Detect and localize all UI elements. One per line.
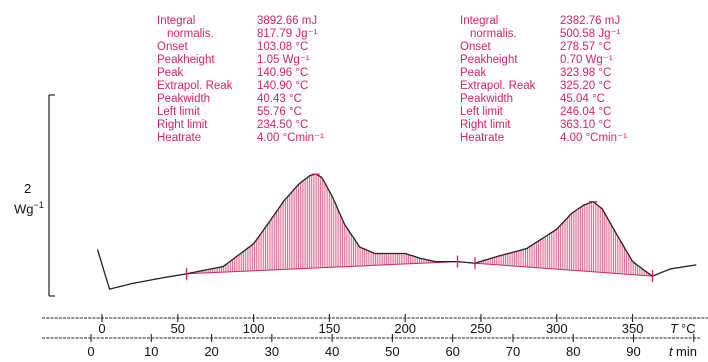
time-tick-label: 70 — [506, 344, 520, 359]
annotation-value: 45.04 °C — [560, 93, 605, 105]
annotation-value: 817.79 Jg⁻¹ — [257, 28, 318, 40]
annotation-value: 500.58 Jg⁻¹ — [560, 28, 621, 40]
annotation-row: Heatrate 4.00 °Cmin⁻¹ — [157, 132, 324, 145]
limit-markers — [185, 173, 654, 283]
annotation-row: Peak 140.96 °C — [157, 67, 324, 80]
y-scale-bar — [48, 94, 55, 297]
annotation-row: Extrapol. Reak 140.90 °C — [157, 80, 324, 93]
temperature-tick-label: 350 — [622, 321, 644, 336]
annotation-value: 2382.76 mJ — [560, 15, 621, 27]
temperature-tick-label: 300 — [546, 321, 568, 336]
annotation-label: Integral — [460, 15, 499, 27]
annotation-label: Peak — [157, 67, 184, 79]
annotation-label: Peakheight — [157, 54, 215, 66]
annotation-row: Peakheight 0.70 Wg⁻¹ — [460, 54, 627, 67]
annotation-value: 3892.66 mJ — [257, 15, 318, 27]
peak1-annotation: Integral 3892.66 mJ normalis. 817.79 Jg⁻¹ On… — [157, 15, 324, 145]
temperature-tick-label: 250 — [470, 321, 492, 336]
annotation-row: normalis. 817.79 Jg⁻¹ — [157, 28, 324, 41]
time-tick-label: 20 — [204, 344, 218, 359]
annotation-value: 103.08 °C — [257, 41, 309, 53]
y-scale-unit: Wg — [14, 201, 34, 217]
annotation-label: Peakheight — [460, 54, 518, 66]
temperature-axis: 0 50 100 150 200 250 300 350 T °C — [42, 314, 708, 336]
annotation-label: normalis. — [167, 28, 214, 40]
annotation-value: 1.05 Wg⁻¹ — [257, 54, 310, 66]
time-tick-label: 10 — [144, 344, 158, 359]
annotation-label: Heatrate — [460, 132, 505, 144]
annotation-row: Integral 2382.76 mJ — [460, 15, 627, 28]
annotation-label: normalis. — [470, 28, 517, 40]
annotation-value: 55.76 °C — [257, 106, 302, 118]
annotation-row: Onset 278.57 °C — [460, 41, 627, 54]
annotation-row: Left limit 246.04 °C — [460, 106, 627, 119]
y-scale-label: 2 Wg−1 — [14, 181, 44, 217]
peak-area-hatching — [186, 174, 653, 277]
peak2-annotation: Integral 2382.76 mJ normalis. 500.58 Jg⁻¹ On… — [460, 15, 627, 145]
annotation-value: 325.20 °C — [560, 80, 612, 92]
annotation-row: Right limit 363.10 °C — [460, 119, 627, 132]
annotation-row: Right limit 234.50 °C — [157, 119, 324, 132]
temperature-tick-label: 0 — [98, 321, 105, 336]
time-tick-label: 30 — [265, 344, 279, 359]
annotation-value: 4.00 °Cmin⁻¹ — [257, 132, 324, 144]
annotation-row: Heatrate 4.00 °Cmin⁻¹ — [460, 132, 627, 145]
annotation-value: 363.10 °C — [560, 119, 612, 131]
annotation-row: Onset 103.08 °C — [157, 41, 324, 54]
temperature-tick-label: 100 — [243, 321, 265, 336]
annotation-label: Onset — [460, 41, 491, 53]
peak1-area — [186, 174, 458, 274]
annotation-label: Peakwidth — [460, 93, 514, 105]
time-tick-label: 80 — [566, 344, 580, 359]
time-tick-label: 40 — [325, 344, 339, 359]
annotation-row: Peak 323.98 °C — [460, 67, 627, 80]
temperature-tick-label: 200 — [394, 321, 416, 336]
annotation-value: 140.96 °C — [257, 67, 309, 79]
annotation-value: 0.70 Wg⁻¹ — [560, 54, 613, 66]
annotation-value: 323.98 °C — [560, 67, 612, 79]
time-tick-label: 50 — [385, 344, 399, 359]
time-tick-label: 0 — [87, 344, 94, 359]
annotation-label: Extrapol. Reak — [460, 80, 536, 92]
annotation-row: Peakheight 1.05 Wg⁻¹ — [157, 54, 324, 67]
peak1-baseline — [186, 261, 458, 275]
annotation-row: Left limit 55.76 °C — [157, 106, 324, 119]
annotation-row: Extrapol. Reak 325.20 °C — [460, 80, 627, 93]
annotation-label: Integral — [157, 15, 196, 27]
annotation-row: normalis. 500.58 Jg⁻¹ — [460, 28, 627, 41]
annotation-row: Peakwidth 45.04 °C — [460, 93, 627, 106]
peak2-baseline — [474, 262, 653, 277]
temperature-axis-title: T — [670, 321, 679, 336]
time-tick-label: 60 — [445, 344, 459, 359]
time-axis-title: t — [669, 344, 674, 359]
temperature-axis-unit: °C — [681, 321, 696, 336]
time-axis: 0 10 20 30 40 50 60 70 80 90 t min — [42, 334, 700, 359]
temperature-tick-label: 50 — [171, 321, 185, 336]
annotation-label: Peak — [460, 67, 487, 79]
annotation-value: 40.43 °C — [257, 93, 302, 105]
annotation-label: Heatrate — [157, 132, 202, 144]
annotation-row: Peakwidth 40.43 °C — [157, 93, 324, 106]
temperature-tick-label: 150 — [319, 321, 341, 336]
y-scale-exponent: −1 — [33, 200, 44, 210]
annotation-value: 234.50 °C — [257, 119, 309, 131]
y-scale-value: 2 — [24, 181, 32, 196]
annotation-value: 4.00 °Cmin⁻¹ — [560, 132, 627, 144]
annotation-label: Extrapol. Reak — [157, 80, 233, 92]
annotation-label: Right limit — [460, 119, 511, 131]
annotation-label: Left limit — [460, 106, 503, 118]
annotation-value: 246.04 °C — [560, 106, 612, 118]
dsc-curve — [96, 173, 697, 290]
annotation-label: Left limit — [157, 106, 200, 118]
annotation-value: 278.57 °C — [560, 41, 612, 53]
annotation-label: Onset — [157, 41, 188, 53]
annotation-label: Right limit — [157, 119, 208, 131]
time-tick-label: 90 — [626, 344, 640, 359]
annotation-label: Peakwidth — [157, 93, 211, 105]
time-axis-unit: min — [676, 344, 697, 359]
annotation-row: Integral 3892.66 mJ — [157, 15, 324, 28]
annotation-value: 140.90 °C — [257, 80, 309, 92]
peak-baselines — [186, 261, 653, 277]
